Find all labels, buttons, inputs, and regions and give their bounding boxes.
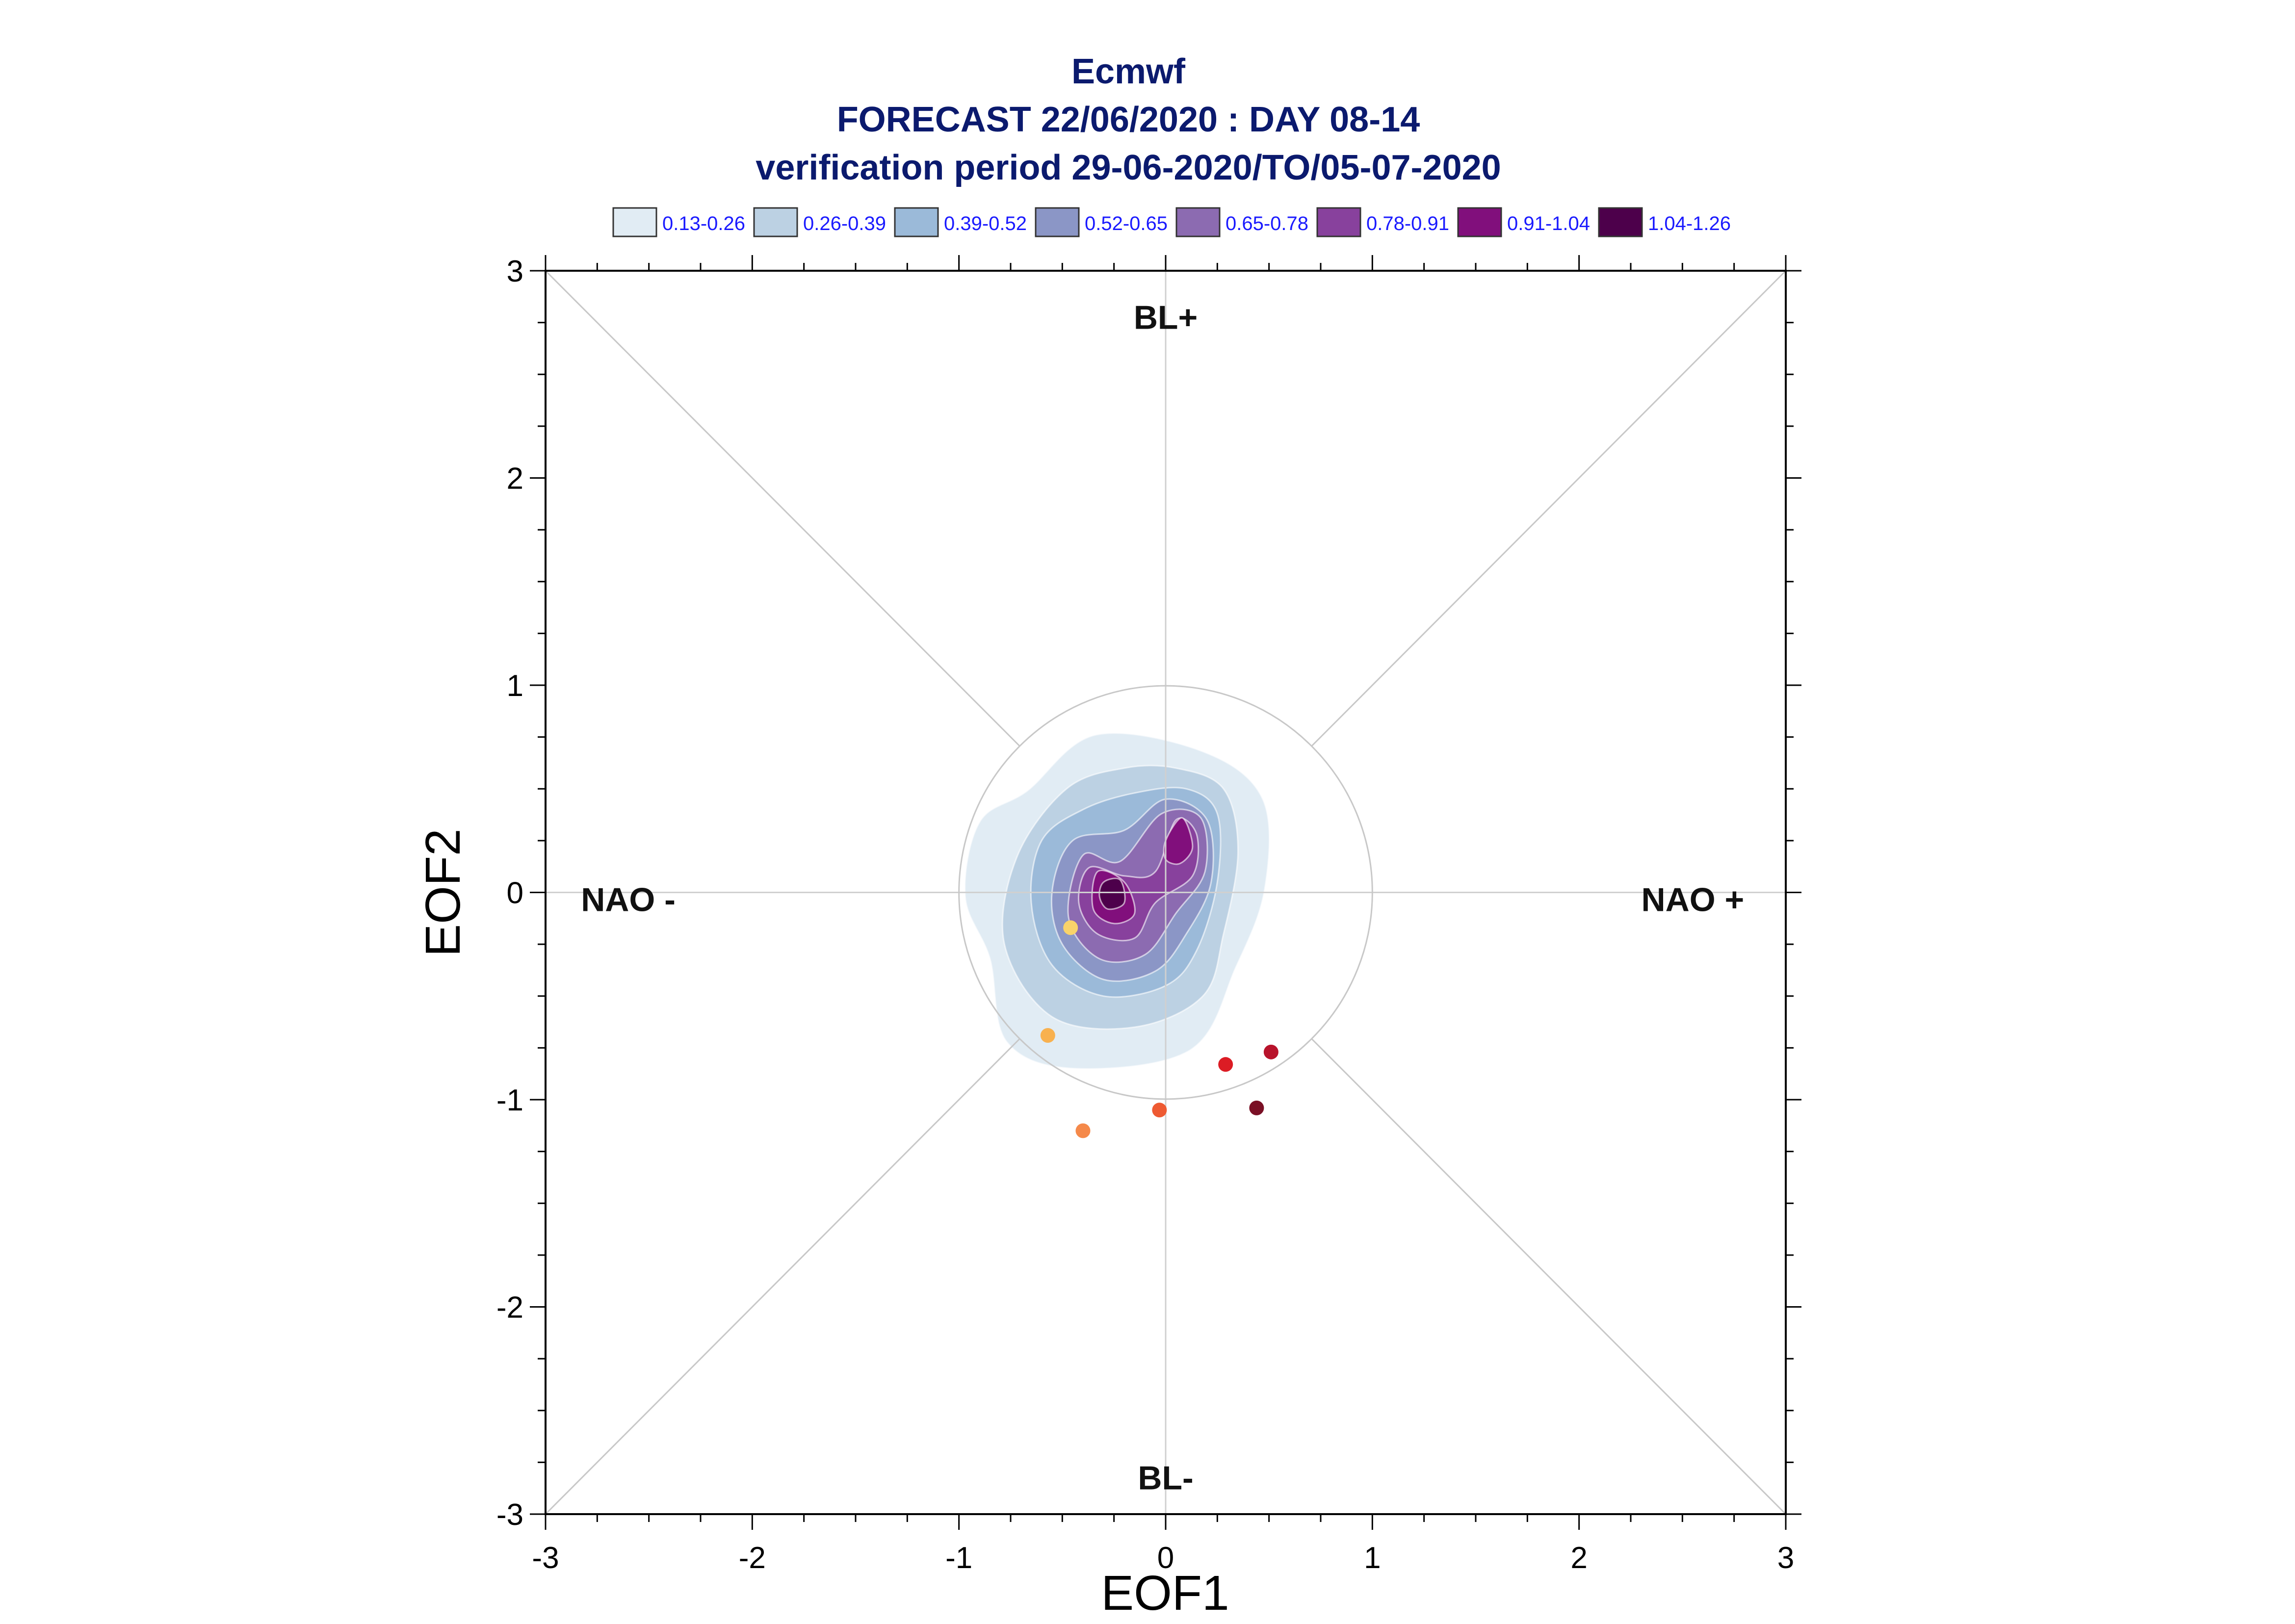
chart-title: Ecmwf FORECAST 22/06/2020 : DAY 08-14 ve… (756, 52, 1501, 187)
plot-area: BL+ BL- NAO - NAO + (545, 270, 1787, 1515)
scatter-point (1263, 1044, 1278, 1059)
x-tick-label: 0 (1157, 1541, 1174, 1575)
diagonal-reference-line (545, 270, 1020, 747)
y-tick-label: -2 (496, 1291, 523, 1325)
x-axis-label: EOF1 (1101, 1566, 1229, 1621)
regime-label: NAO + (1642, 881, 1745, 919)
scatter-point (1075, 1123, 1091, 1138)
y-tick-label: 3 (507, 255, 523, 288)
legend-swatch (894, 207, 939, 237)
legend-swatch (1175, 207, 1221, 237)
density-legend: 0.13-0.26 0.26-0.39 0.39-0.52 0.52-0.65 0.65… (612, 207, 1731, 237)
y-tick-label: -1 (496, 1083, 523, 1117)
x-tick-label: -1 (945, 1541, 972, 1575)
legend-label: 0.26-0.39 (803, 213, 886, 234)
legend-label: 0.78-0.91 (1366, 213, 1449, 234)
x-tick-label: 3 (1777, 1541, 1794, 1575)
title-line-forecast: FORECAST 22/06/2020 : DAY 08-14 (837, 100, 1420, 139)
legend-swatch (753, 207, 798, 237)
legend-label: 0.65-0.78 (1226, 213, 1308, 234)
y-tick-label: 1 (507, 669, 523, 703)
scatter-point (1040, 1028, 1055, 1043)
diagonal-reference-line (545, 1038, 1020, 1515)
legend-swatch (1598, 207, 1643, 237)
legend-label: 0.91-1.04 (1507, 213, 1590, 234)
legend-label: 0.52-0.65 (1085, 213, 1168, 234)
legend-label: 0.13-0.26 (662, 213, 745, 234)
reference-circle (958, 685, 1373, 1100)
scatter-point (1063, 920, 1078, 935)
regime-label: NAO - (581, 881, 676, 919)
x-tick-label: 2 (1570, 1541, 1587, 1575)
y-tick-label: -3 (496, 1498, 523, 1532)
diagonal-reference-line (1311, 270, 1787, 747)
x-tick-label: -2 (739, 1541, 766, 1575)
diagonal-reference-line (1311, 1038, 1787, 1515)
y-tick-label: 0 (507, 876, 523, 910)
legend-swatch (612, 207, 657, 237)
regime-label: BL- (1138, 1459, 1193, 1496)
y-axis-label: EOF2 (416, 828, 470, 956)
axes: -3 -2 -1 0 1 2 3 -3 -2 -1 0 1 2 3 (496, 255, 1801, 1575)
x-tick-label: -3 (532, 1541, 559, 1575)
density-contour (1098, 877, 1126, 910)
scatter-point (1218, 1057, 1233, 1072)
title-line-model: Ecmwf (1071, 52, 1186, 91)
x-tick-label: 1 (1364, 1541, 1381, 1575)
scatter-point (1249, 1100, 1264, 1115)
legend-label: 1.04-1.26 (1648, 213, 1731, 234)
legend-label: 0.39-0.52 (944, 213, 1027, 234)
legend-swatch (1316, 207, 1361, 237)
regime-label: BL+ (1134, 299, 1198, 336)
legend-swatch (1457, 207, 1502, 237)
y-tick-label: 2 (507, 462, 523, 496)
scatter-point (1152, 1103, 1167, 1118)
legend-swatch (1035, 207, 1080, 237)
title-line-verification: verification period 29-06-2020/TO/05-07-… (756, 148, 1501, 187)
